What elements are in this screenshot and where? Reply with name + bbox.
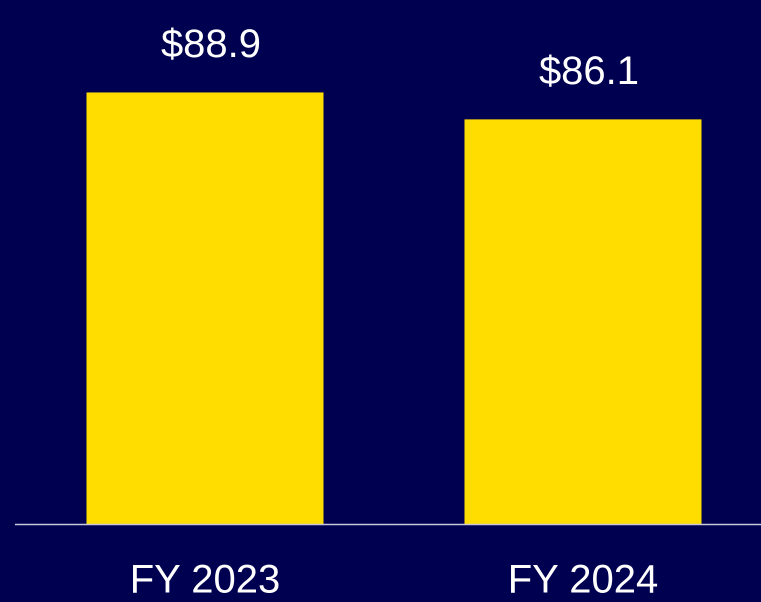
x-tick-label: FY 2023 <box>130 558 281 602</box>
bar <box>464 119 702 524</box>
value-label: $86.1 <box>539 49 639 93</box>
value-label: $88.9 <box>161 22 261 66</box>
x-tick-label: FY 2024 <box>508 558 659 602</box>
bar <box>86 92 324 524</box>
